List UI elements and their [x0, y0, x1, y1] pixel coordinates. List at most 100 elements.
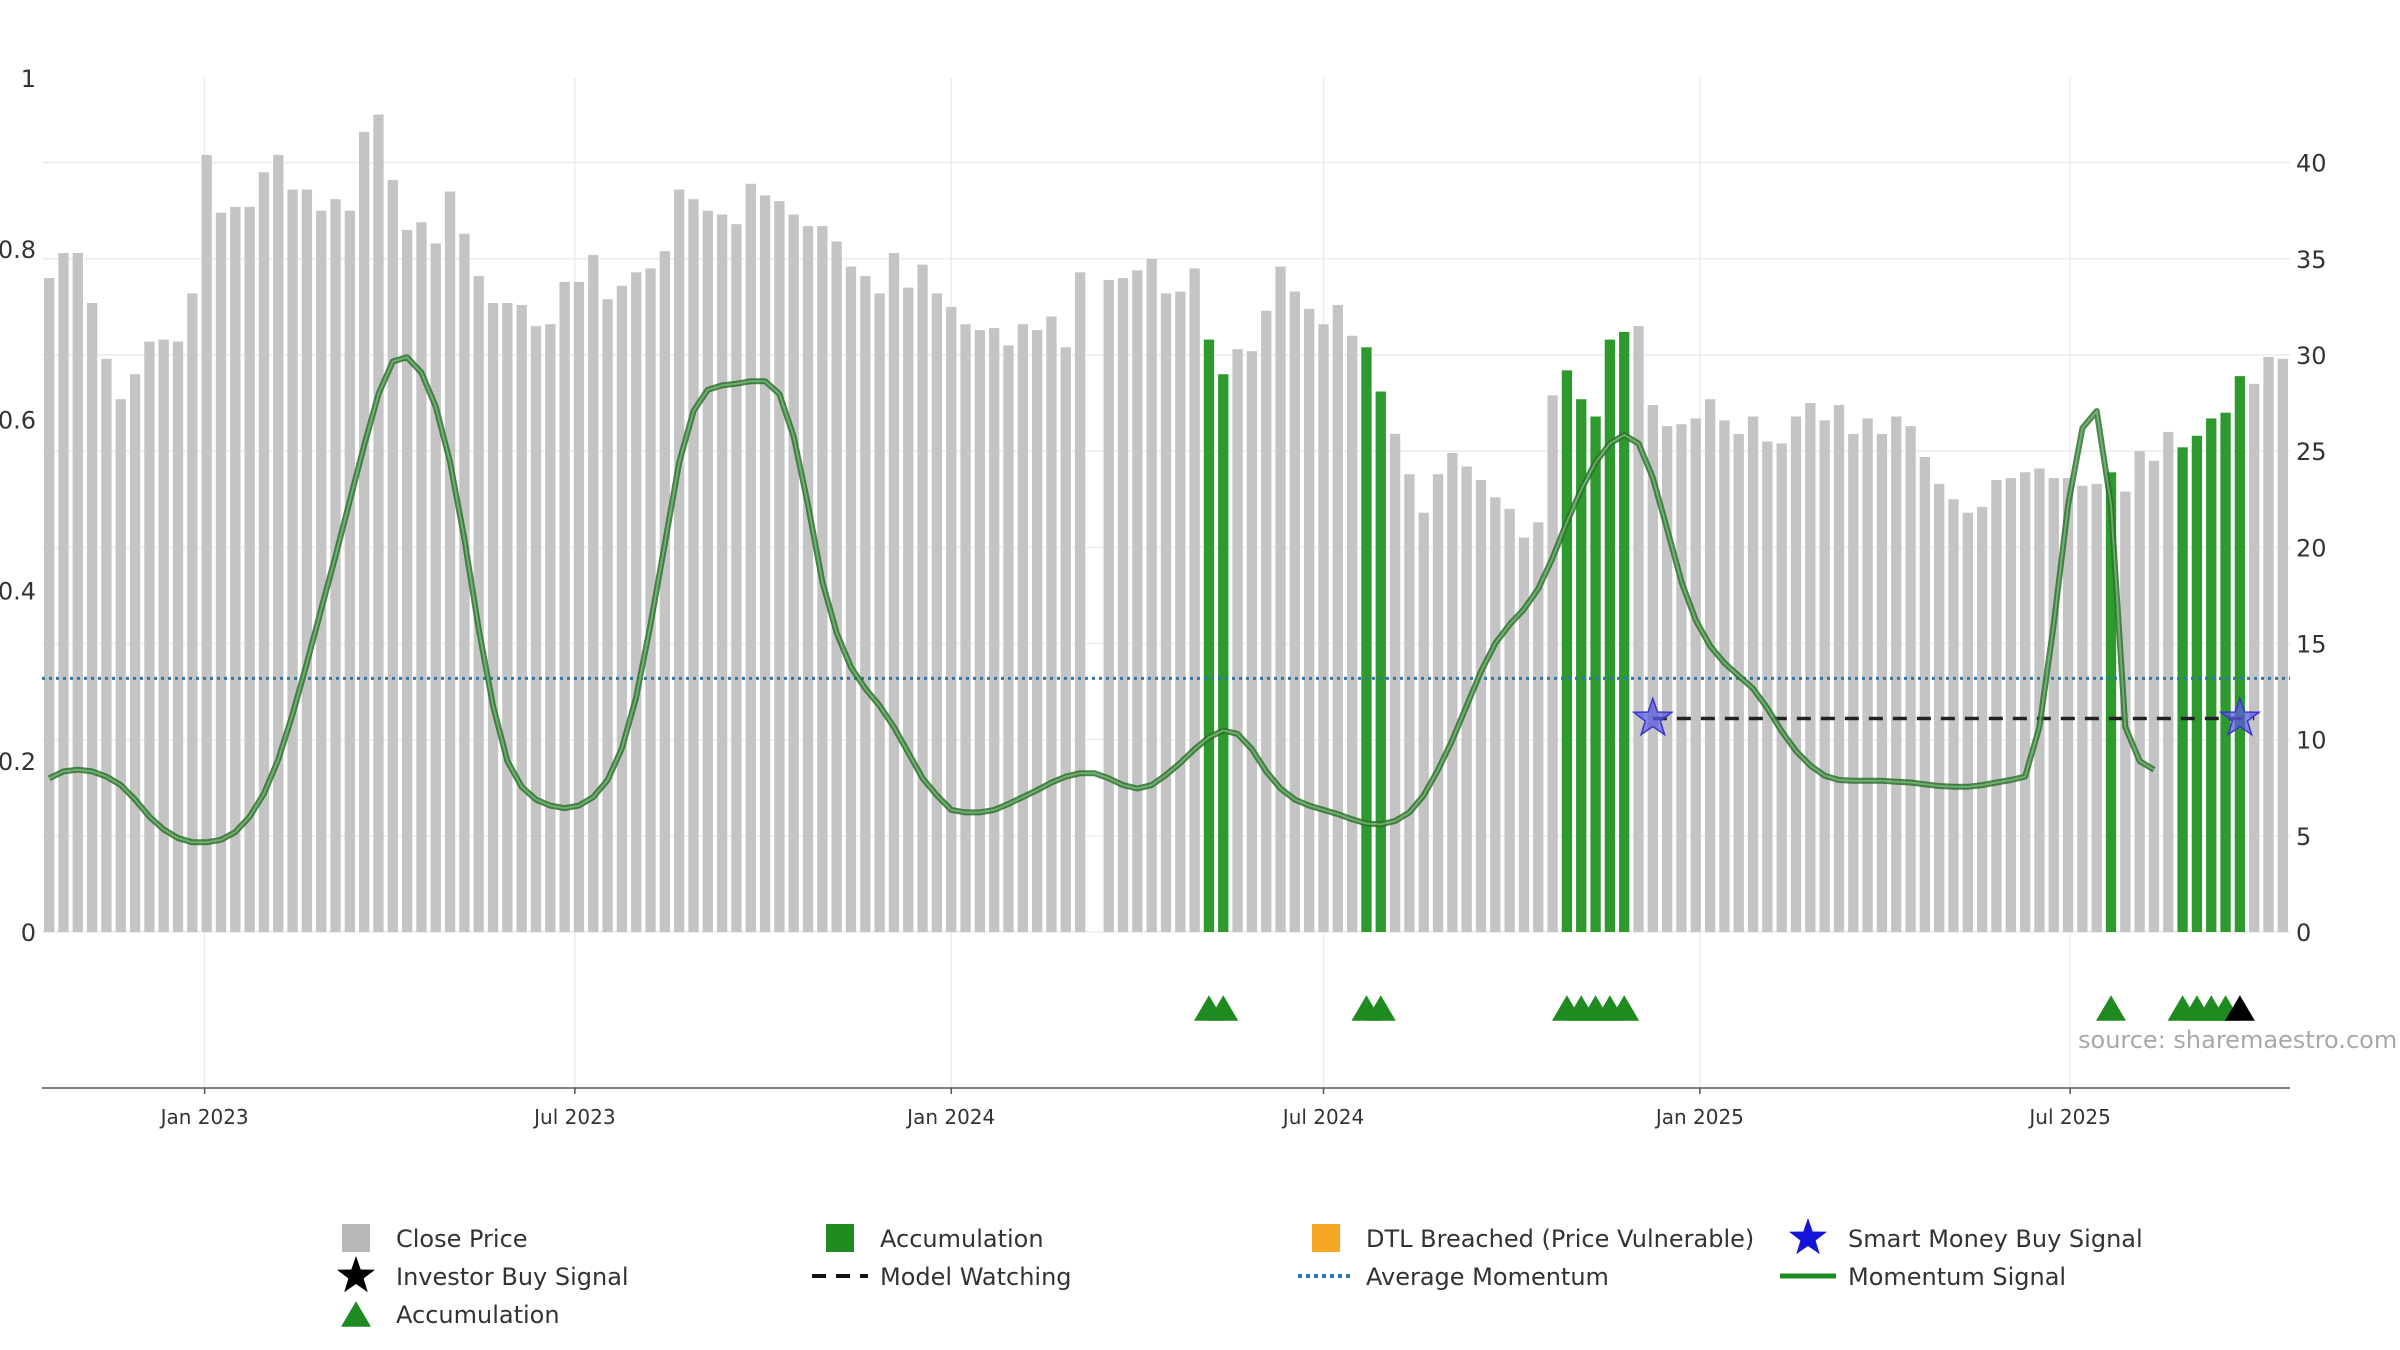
- legend-item: Investor Buy Signal: [337, 1256, 629, 1293]
- close-price-bar: [1160, 293, 1172, 932]
- x-tick-label: Jul 2024: [1281, 1105, 1364, 1129]
- close-price-bar: [1547, 395, 1558, 932]
- close-price-bar: [1432, 474, 1444, 932]
- close-price-bar: [559, 281, 570, 932]
- close-price-bar: [1819, 420, 1830, 932]
- legend-label: Momentum Signal: [1848, 1263, 2066, 1291]
- legend-label: Smart Money Buy Signal: [1848, 1225, 2143, 1253]
- close-price-bar: [1103, 279, 1114, 932]
- close-price-bar: [659, 251, 671, 933]
- close-price-bar: [1633, 326, 1644, 933]
- close-price-bar: [2091, 483, 2102, 932]
- close-price-bar: [845, 266, 857, 932]
- accumulation-bar: [1561, 370, 1573, 932]
- close-price-bar: [688, 199, 699, 933]
- accumulation-bar: [1619, 331, 1630, 932]
- accumulation-bar: [2105, 472, 2117, 932]
- close-price-bar: [2034, 468, 2045, 932]
- close-price-bar: [58, 253, 69, 933]
- close-price-bar: [1719, 420, 1730, 932]
- close-price-bar: [1490, 497, 1501, 932]
- accumulation-bar: [2234, 376, 2246, 933]
- close-price-bar: [158, 339, 169, 932]
- close-price-bar: [215, 212, 227, 932]
- x-tick-label: Jul 2023: [532, 1105, 615, 1129]
- close-price-bar: [1146, 258, 1157, 933]
- legend-swatch-star: [337, 1256, 375, 1293]
- legend-item: Momentum Signal: [1780, 1263, 2066, 1291]
- close-price-bar: [1246, 351, 1258, 933]
- close-price-bar: [545, 324, 556, 932]
- close-price-bar: [573, 281, 585, 932]
- close-price-bar: [172, 341, 184, 932]
- right-axis-tick: 25: [2296, 438, 2327, 466]
- close-price-bar: [1976, 506, 1988, 932]
- close-price-bar: [1404, 474, 1415, 932]
- accumulation-triangle: [1609, 995, 1640, 1021]
- left-axis-tick: 1: [21, 65, 36, 93]
- accumulation-bar: [1218, 374, 1229, 932]
- close-price-bar: [1132, 270, 1143, 932]
- legend-item: DTL Breached (Price Vulnerable): [1312, 1224, 1754, 1253]
- close-price-bar: [1833, 404, 1845, 932]
- close-price-bar: [1533, 522, 1544, 932]
- right-axis-tick: 40: [2296, 150, 2327, 178]
- legend-item: Accumulation: [341, 1301, 560, 1329]
- legend-item: Average Momentum: [1298, 1263, 1609, 1291]
- close-price-bar: [1733, 433, 1744, 932]
- smart-money-buy-marker: [2218, 696, 2262, 737]
- accumulation-bar: [1361, 347, 1372, 932]
- close-price-bar: [759, 195, 771, 932]
- right-axis-tick: 35: [2296, 246, 2327, 274]
- close-price-bar: [2048, 478, 2059, 932]
- legend-swatch-square: [1312, 1224, 1340, 1252]
- close-price-bar: [674, 189, 685, 932]
- legend-swatch-star: [1789, 1218, 1827, 1255]
- close-price-bar: [974, 329, 986, 932]
- close-price-bar: [316, 210, 327, 933]
- close-price-bar: [387, 179, 398, 933]
- close-price-bar: [115, 399, 126, 933]
- close-price-bar: [1862, 418, 1873, 933]
- legend: Close Price Accumulation DTL Breached (Pri…: [337, 1218, 2143, 1329]
- close-price-bar: [1848, 433, 1859, 932]
- close-price-bar: [1504, 508, 1515, 932]
- close-price-bar: [1289, 291, 1301, 932]
- close-price-bar: [1905, 426, 1916, 932]
- price-bars: [44, 114, 2288, 933]
- close-price-bar: [1046, 316, 1057, 932]
- close-price-bar: [888, 253, 900, 933]
- accumulation-bar: [1590, 416, 1601, 932]
- accumulation-bar: [2177, 447, 2188, 932]
- close-price-bar: [2005, 478, 2016, 932]
- close-price-bar: [516, 304, 527, 932]
- x-tick-label: Jan 2023: [159, 1105, 249, 1129]
- close-price-bar: [2263, 356, 2274, 933]
- close-price-bar: [230, 206, 241, 932]
- signal-markers: [1193, 696, 2262, 1021]
- left-axis-tick: 0.6: [0, 407, 36, 435]
- legend-label: Accumulation: [880, 1225, 1044, 1253]
- close-price-bar: [989, 328, 1000, 932]
- close-price-bar: [1232, 349, 1243, 932]
- close-price-bar: [1447, 453, 1458, 932]
- right-axis-tick: 20: [2296, 534, 2327, 562]
- close-price-bar: [917, 264, 928, 932]
- axes: Jan 2023 Jul 2023 Jan 2024 Jul 2024 Jan 2025…: [0, 65, 2327, 1129]
- close-price-bar: [1690, 418, 1701, 933]
- right-axis-tick: 15: [2296, 630, 2327, 658]
- legend-item: Smart Money Buy Signal: [1789, 1218, 2143, 1255]
- legend-item: Close Price: [342, 1224, 528, 1253]
- close-price-bar: [774, 201, 785, 932]
- close-price-bar: [201, 154, 212, 932]
- close-price-bar: [946, 306, 957, 932]
- legend-swatch-square: [342, 1224, 370, 1252]
- close-price-bar: [874, 293, 885, 932]
- close-price-bar: [1031, 329, 1043, 932]
- accumulation-bar: [1576, 399, 1587, 933]
- close-price-bar: [1948, 499, 1959, 932]
- close-price-bar: [1747, 416, 1759, 932]
- investor-buy-triangle: [2224, 995, 2255, 1021]
- close-price-bar: [602, 299, 613, 932]
- x-tick-label: Jan 2025: [1654, 1105, 1744, 1129]
